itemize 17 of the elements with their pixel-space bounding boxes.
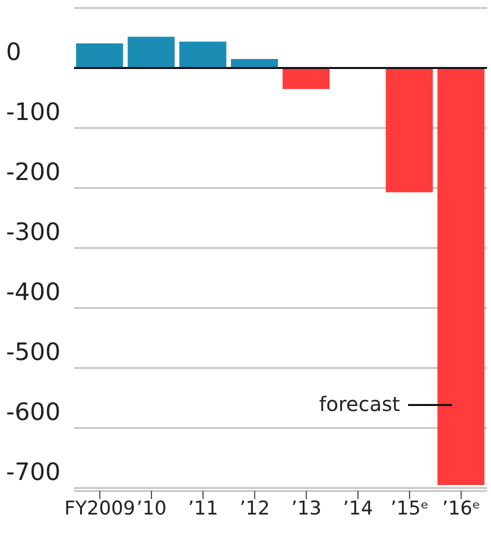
y-tick-label: -100	[6, 98, 60, 126]
y-tick-label: -600	[6, 398, 60, 426]
y-tick-label: -500	[6, 338, 60, 366]
x-tick-label: ’13	[291, 497, 322, 520]
x-tick-label: ’10	[136, 497, 167, 520]
x-tick-label: ’14	[342, 497, 374, 520]
x-tick-label: FY2009	[64, 497, 136, 520]
y-tick-label: -200	[6, 158, 60, 186]
y-tick-label: 0	[6, 38, 22, 66]
x-tick-label: ’15ᵉ	[390, 497, 429, 520]
x-tick-label: ’12	[240, 497, 270, 520]
y-tick-label: -700	[6, 458, 60, 486]
x-tick-label: ’11	[188, 497, 218, 520]
y-tick-label: -300	[6, 218, 60, 246]
x-tick-label: ’16ᵉ	[442, 497, 480, 520]
y-tick-label: -400	[6, 278, 60, 306]
annotation: forecast	[319, 392, 400, 416]
